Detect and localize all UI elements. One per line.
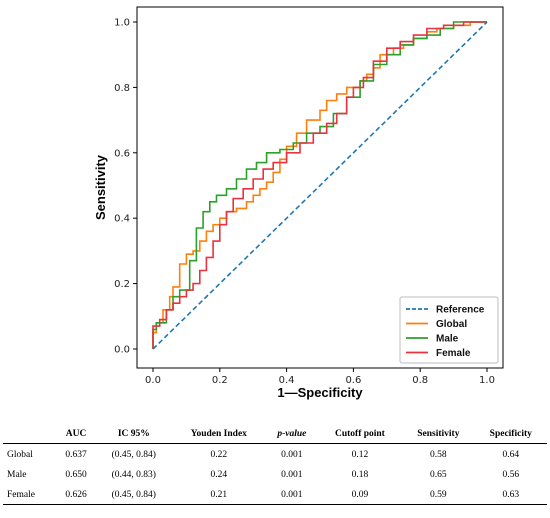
cell-ic95: (0.45, 0.84) xyxy=(111,450,156,460)
cell-group: Female xyxy=(3,484,57,505)
table-row: Female 0.626 (0.45, 0.84) 0.21 0.001 0.0… xyxy=(3,484,547,505)
header-auc: AUC xyxy=(56,424,96,444)
plot-frame xyxy=(136,6,504,369)
cell-cutoff: 0.12 xyxy=(351,450,369,460)
cell-auc: 0.650 xyxy=(65,470,87,480)
legend: Reference Global Male Female xyxy=(399,296,499,364)
cell-youden: 0.21 xyxy=(171,484,266,505)
y-tick-label: 0.6 xyxy=(114,148,130,159)
cell-sensitivity: 0.58 xyxy=(430,450,447,460)
header-ic95: IC 95% xyxy=(95,424,172,444)
table-row: Global 0.637 (0.45, 0.84) 0.22 0.001 0.1… xyxy=(3,444,547,465)
x-axis-title: 1—Specificity xyxy=(277,385,363,400)
cell-cutoff: 0.09 xyxy=(317,484,403,505)
cell-ic95: (0.44, 0.83) xyxy=(111,470,156,480)
series-line-reference xyxy=(152,21,488,350)
y-axis-title: Sensitivity xyxy=(93,154,108,220)
y-tick-label: 1.0 xyxy=(114,18,130,29)
header-sensitivity: Sensitivity xyxy=(402,424,475,444)
table-header-row: AUC IC 95% Youden Index p-value Cutoff p… xyxy=(3,424,547,444)
cell-sensitivity: 0.59 xyxy=(402,484,475,505)
table-row: Male 0.650 (0.44, 0.83) 0.24 0.001 0.18 … xyxy=(3,464,547,484)
cell-ic95: (0.45, 0.84) xyxy=(95,484,172,505)
x-tick-label: 1.0 xyxy=(479,375,495,386)
header-cutoff: Cutoff point xyxy=(317,424,403,444)
series-line-female xyxy=(152,21,487,349)
legend-label-global: Global xyxy=(436,319,467,330)
cell-specificity: 0.63 xyxy=(474,484,547,505)
results-table: AUC IC 95% Youden Index p-value Cutoff p… xyxy=(3,424,547,505)
cell-pvalue: 0.001 xyxy=(281,470,303,480)
cell-specificity: 0.64 xyxy=(502,450,520,460)
cell-youden: 0.22 xyxy=(210,450,228,460)
cell-group: Male xyxy=(7,470,27,480)
x-tick-label: 0.2 xyxy=(212,375,228,386)
header-group xyxy=(3,424,57,444)
cell-specificity: 0.56 xyxy=(502,470,520,480)
results-table-container: AUC IC 95% Youden Index p-value Cutoff p… xyxy=(0,424,550,505)
y-tick-label: 0.0 xyxy=(114,345,130,356)
x-tick-label: 0.4 xyxy=(279,375,295,386)
cell-group: Global xyxy=(7,450,33,460)
cell-sensitivity: 0.65 xyxy=(430,470,447,480)
cell-pvalue: 0.001 xyxy=(281,450,303,460)
cell-pvalue: 0.001 xyxy=(265,484,318,505)
cell-auc: 0.626 xyxy=(56,484,96,505)
header-pvalue: p-value xyxy=(265,424,318,444)
y-tick-label: 0.2 xyxy=(114,279,130,290)
cell-cutoff: 0.18 xyxy=(351,470,369,480)
x-tick-label: 0.6 xyxy=(345,375,361,386)
x-tick-label: 0.8 xyxy=(412,375,428,386)
x-tick-label: 0.0 xyxy=(145,375,161,386)
cell-auc: 0.637 xyxy=(65,450,87,460)
roc-chart: 0.0 0.2 0.4 0.6 0.8 1.0 0.0 0.2 0.4 0.6 0.8 1.0 1—S… xyxy=(93,6,504,400)
y-tick-label: 0.8 xyxy=(114,83,130,94)
legend-box xyxy=(399,296,499,364)
legend-label-female: Female xyxy=(436,348,471,359)
cell-youden: 0.24 xyxy=(210,470,228,480)
legend-label-male: Male xyxy=(436,334,459,345)
legend-label-reference: Reference xyxy=(436,305,485,316)
header-specificity: Specificity xyxy=(474,424,547,444)
y-tick-label: 0.4 xyxy=(114,214,130,225)
header-youden: Youden Index xyxy=(171,424,266,444)
